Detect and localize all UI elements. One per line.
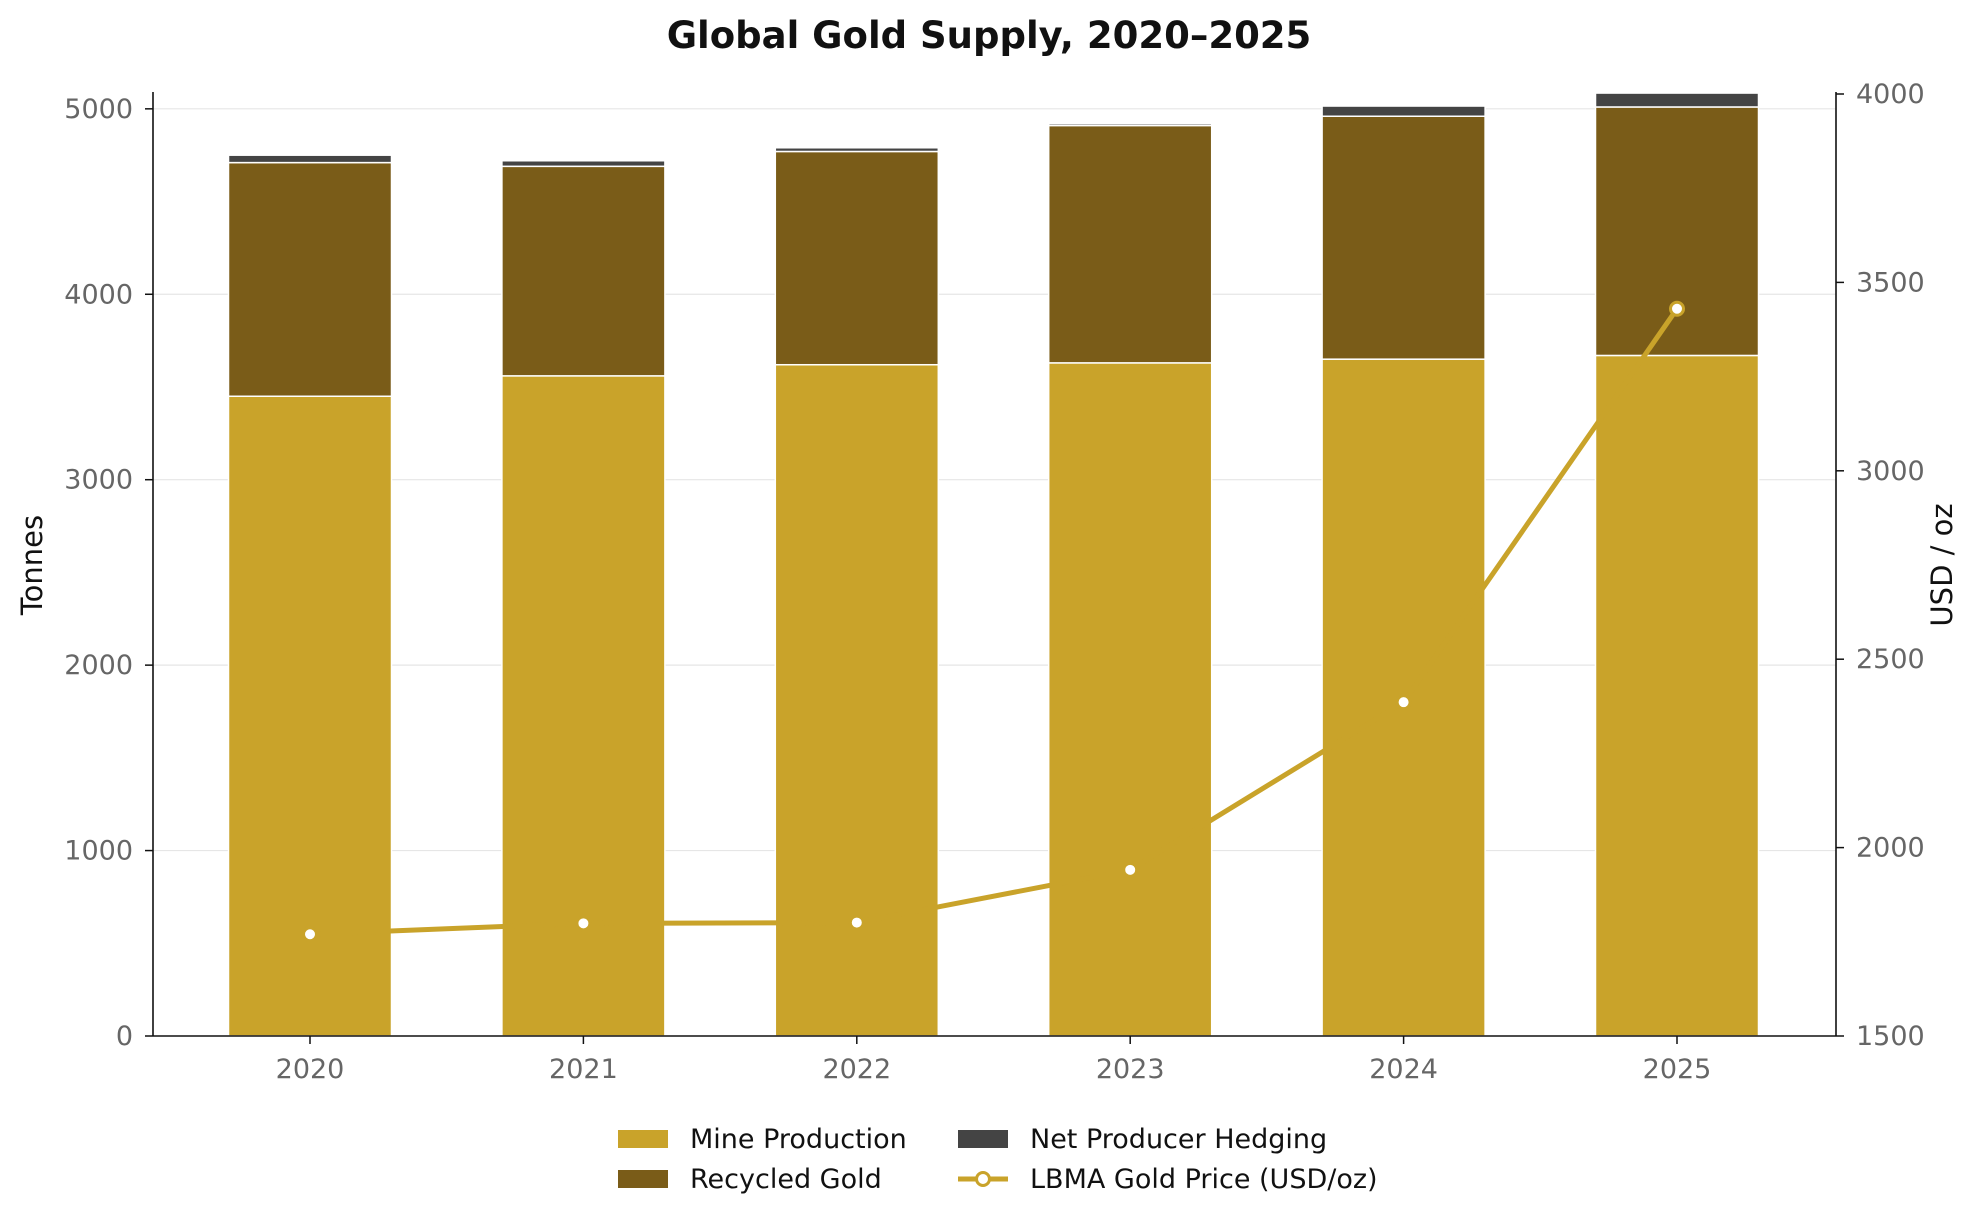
legend-label-lbma-gold-price-usd-oz-: LBMA Gold Price (USD/oz) xyxy=(1030,1164,1378,1195)
y-tick-label: 4000 xyxy=(64,279,133,310)
legend-marker-lbma-gold-price-usd-oz- xyxy=(975,1171,991,1187)
y-tick-label: 2000 xyxy=(64,650,133,681)
y-axis-title: Tonnes xyxy=(15,515,49,616)
legend-swatch-mine-production xyxy=(618,1130,668,1148)
x-tick-label: 2024 xyxy=(1369,1054,1438,1085)
bar-net-producer-hedging-2022 xyxy=(774,147,940,153)
bar-series-group xyxy=(227,92,1760,1037)
bar-recycled-gold-2021 xyxy=(501,165,666,377)
bar-recycled-gold-2024 xyxy=(1321,115,1486,360)
bar-recycled-gold-2022 xyxy=(774,150,940,366)
price-point-2025 xyxy=(1669,300,1685,317)
chart-title: Global Gold Supply, 2020–2025 xyxy=(667,14,1312,57)
bar-net-producer-hedging-2025 xyxy=(1594,92,1760,108)
x-tick-label: 2020 xyxy=(276,1054,345,1085)
y2-tick-label: 2500 xyxy=(1856,644,1925,675)
legend: Mine Production Recycled Gold Net Producer… xyxy=(618,1124,1378,1195)
x-tick-label: 2023 xyxy=(1096,1054,1165,1085)
bar-net-producer-hedging-2020 xyxy=(227,154,393,164)
bar-net-producer-hedging-2023 xyxy=(1047,122,1213,127)
gridlines xyxy=(153,108,1836,852)
bar-net-producer-hedging-2021 xyxy=(501,160,666,168)
legend-label-recycled-gold: Recycled Gold xyxy=(690,1164,882,1195)
y2-tick-label: 3500 xyxy=(1856,267,1925,298)
bar-mine-production-2021 xyxy=(501,375,666,1037)
bar-mine-production-2025 xyxy=(1594,354,1760,1037)
bar-mine-production-2023 xyxy=(1047,362,1213,1037)
legend-swatch-net-producer-hedging xyxy=(958,1130,1008,1148)
price-point-2021 xyxy=(575,915,592,932)
price-point-2024 xyxy=(1395,694,1412,711)
y2-tick-label: 1500 xyxy=(1856,1021,1925,1052)
bar-recycled-gold-2020 xyxy=(227,161,393,398)
x-tick-label: 2025 xyxy=(1643,1054,1712,1085)
y-tick-label: 5000 xyxy=(64,94,133,125)
bar-recycled-gold-2023 xyxy=(1047,124,1213,364)
y2-tick-label: 4000 xyxy=(1856,79,1925,110)
price-line-group xyxy=(302,300,1685,943)
price-point-2023 xyxy=(1122,861,1139,878)
price-line xyxy=(309,307,1680,937)
legend-swatch-recycled-gold xyxy=(618,1170,668,1188)
y-tick-label: 0 xyxy=(116,1021,133,1052)
price-point-2022 xyxy=(848,914,865,931)
bar-mine-production-2022 xyxy=(774,363,940,1037)
legend-label-mine-production: Mine Production xyxy=(690,1124,907,1155)
y-tick-label: 3000 xyxy=(64,465,133,496)
x-tick-label: 2021 xyxy=(549,1054,618,1085)
legend-label-net-producer-hedging: Net Producer Hedging xyxy=(1030,1124,1327,1155)
bar-recycled-gold-2025 xyxy=(1594,106,1760,357)
x-tick-label: 2022 xyxy=(822,1054,891,1085)
axes: 0 1000 2000 3000 4000 5000 1500 2000 2500 3000 350… xyxy=(64,79,1924,1085)
y2-axis-title: USD / oz xyxy=(1925,503,1959,626)
price-point-2020 xyxy=(302,926,318,943)
y-tick-label: 1000 xyxy=(64,836,133,867)
y2-tick-label: 3000 xyxy=(1856,456,1925,487)
y2-tick-label: 2000 xyxy=(1856,833,1925,864)
bar-net-producer-hedging-2024 xyxy=(1321,105,1486,118)
